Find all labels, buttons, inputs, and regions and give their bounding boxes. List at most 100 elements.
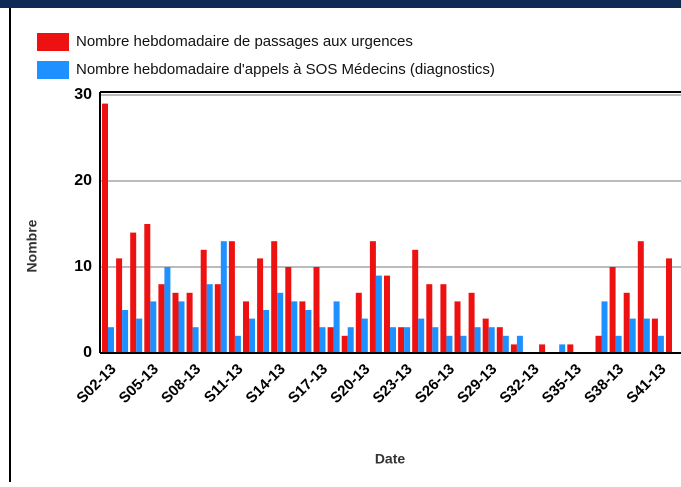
bar — [539, 344, 546, 353]
bar — [277, 292, 284, 353]
bar — [136, 318, 143, 353]
x-tick-label: S05-13 — [116, 361, 162, 407]
bar — [172, 292, 179, 353]
bar — [214, 284, 221, 353]
y-tick-label: 0 — [83, 344, 92, 361]
bar — [432, 327, 439, 353]
y-tick-label: 30 — [74, 86, 92, 103]
bar — [651, 318, 658, 353]
bar — [666, 258, 672, 353]
bar — [243, 301, 249, 353]
bar — [567, 344, 574, 353]
x-tick-label: S23-13 — [370, 361, 416, 407]
bar — [291, 301, 298, 353]
header-bar — [0, 0, 681, 8]
bar — [375, 275, 382, 353]
bar — [412, 249, 419, 353]
x-tick-label: S08-13 — [158, 361, 204, 407]
y-tick-label: 20 — [74, 172, 92, 189]
bar — [384, 275, 390, 353]
bar — [657, 335, 664, 353]
bar — [615, 335, 622, 353]
bar — [299, 301, 306, 353]
x-tick-label: S26-13 — [412, 361, 458, 407]
bar — [178, 301, 185, 353]
bar — [446, 335, 453, 353]
bar — [144, 224, 151, 353]
bar — [164, 267, 171, 353]
bar — [263, 310, 270, 353]
bar — [460, 335, 467, 353]
bar — [637, 241, 644, 353]
x-tick-label: S11-13 — [201, 361, 247, 407]
bar — [559, 344, 566, 353]
bar — [623, 292, 630, 353]
x-tick-label: S29-13 — [454, 361, 500, 407]
bar — [206, 284, 213, 353]
bar — [192, 327, 199, 353]
legend-label: Nombre hebdomadaire d'appels à SOS Médec… — [76, 61, 495, 78]
y-tick-label: 10 — [74, 258, 92, 275]
x-tick-label: S35-13 — [539, 361, 585, 407]
bar — [398, 327, 405, 353]
bar — [200, 249, 207, 353]
bar — [404, 327, 411, 353]
x-tick-label: S17-13 — [285, 361, 331, 407]
bar — [516, 335, 523, 353]
bar — [355, 292, 362, 353]
bar — [313, 267, 320, 353]
x-tick-label: S14-13 — [243, 361, 289, 407]
bar — [482, 318, 489, 353]
bar — [150, 301, 157, 353]
bar — [234, 335, 241, 353]
bar — [285, 267, 292, 353]
bar — [186, 292, 193, 353]
bar — [130, 232, 137, 353]
bar — [440, 284, 447, 353]
bar — [361, 318, 368, 353]
x-axis-title: Date — [375, 451, 406, 467]
bar — [228, 241, 235, 353]
bar — [108, 327, 114, 353]
bar — [426, 284, 433, 353]
x-tick-label: S41-13 — [623, 361, 669, 407]
bar — [333, 301, 340, 353]
bar — [510, 344, 517, 353]
x-tick-label: S32-13 — [496, 361, 542, 407]
bar — [390, 327, 396, 353]
y-axis-title: Nombre — [24, 219, 40, 272]
bar — [347, 327, 354, 353]
bar — [305, 310, 312, 353]
bar — [319, 327, 326, 353]
x-tick-label: S38-13 — [581, 361, 627, 407]
bar — [271, 241, 278, 353]
bar — [418, 318, 425, 353]
bar — [496, 327, 503, 353]
bar — [102, 103, 108, 353]
bar — [369, 241, 376, 353]
bar — [595, 335, 602, 353]
legend-label: Nombre hebdomadaire de passages aux urge… — [76, 33, 413, 50]
bar — [327, 327, 334, 353]
bar — [601, 301, 608, 353]
bar — [454, 301, 461, 353]
bar — [643, 318, 650, 353]
bar — [341, 335, 348, 353]
bar — [122, 310, 129, 353]
legend-swatch — [37, 61, 69, 79]
bar — [257, 258, 264, 353]
bar — [116, 258, 123, 353]
x-tick-label: S20-13 — [327, 361, 373, 407]
bar — [249, 318, 255, 353]
bar — [502, 335, 509, 353]
bar — [158, 284, 165, 353]
bar — [468, 292, 475, 353]
legend-swatch — [37, 33, 69, 51]
bar — [488, 327, 495, 353]
bar — [220, 241, 227, 353]
bar — [609, 267, 616, 353]
bar — [629, 318, 636, 353]
bar — [474, 327, 481, 353]
